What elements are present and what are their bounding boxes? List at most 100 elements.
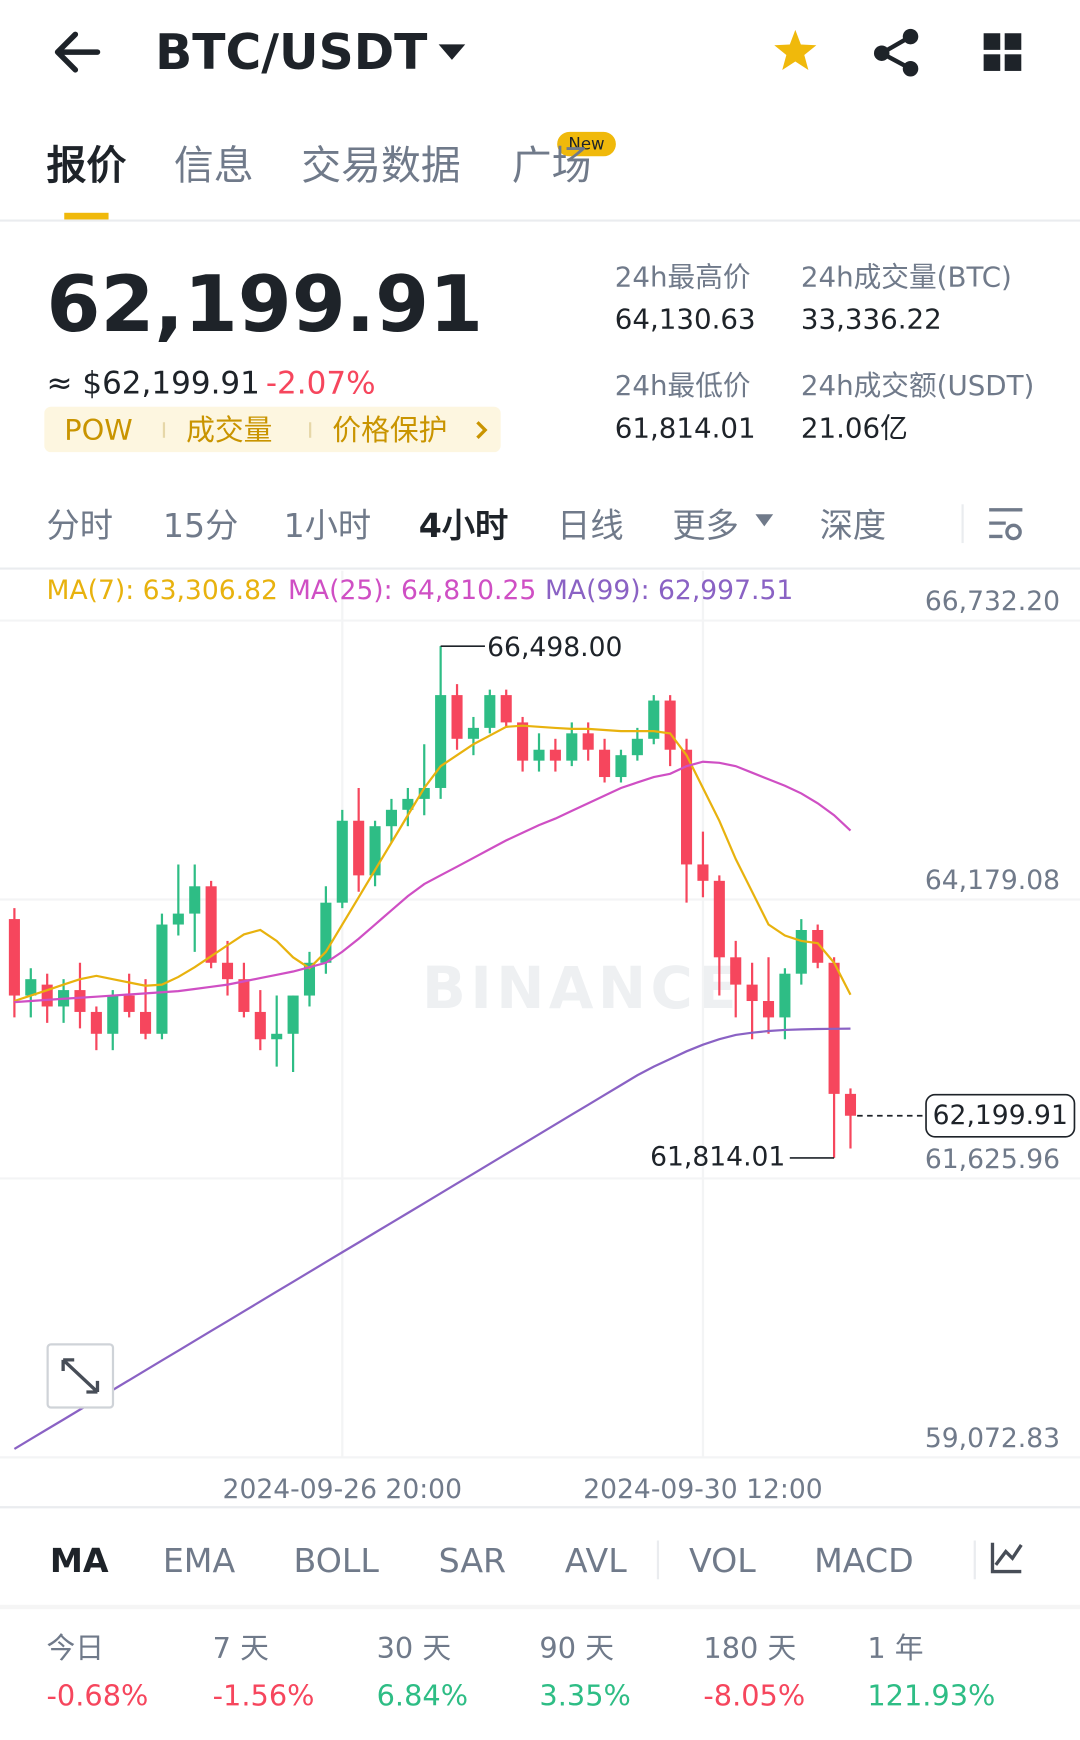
candle-body (779, 973, 791, 1018)
watermark: BINANCE (422, 955, 741, 1022)
grid-cell (1004, 54, 1022, 71)
candle-body (90, 1011, 102, 1034)
performance-value: 121.93% (867, 1679, 995, 1713)
candle-body (844, 1093, 857, 1116)
candle-body (123, 995, 135, 1012)
expand-icon (61, 1358, 100, 1394)
candle-body (385, 809, 397, 827)
candle-body (402, 798, 414, 810)
share-dot (902, 60, 919, 77)
candle-body (156, 924, 168, 1034)
share-button[interactable] (873, 28, 919, 77)
interval-tab[interactable]: 4小时 (419, 506, 509, 545)
back-button[interactable] (54, 31, 101, 73)
interval-tab[interactable]: 15分 (163, 506, 238, 545)
tag[interactable]: 价格保护 (332, 413, 447, 447)
candle-body (287, 995, 299, 1034)
grid-cell (1004, 33, 1022, 50)
y-tick-label: 61,625.96 (925, 1144, 1060, 1175)
indicator-tab[interactable]: MACD (814, 1541, 914, 1580)
grid-menu[interactable] (983, 33, 1022, 71)
candle-body (795, 929, 807, 974)
candle-body (8, 919, 20, 996)
stat-label: 24h最高价 (615, 261, 751, 294)
stat-label: 24h成交量(BTC) (801, 261, 1012, 294)
stat-value: 21.06亿 (801, 411, 908, 444)
candle-body (713, 880, 725, 958)
indicator-tab[interactable]: SAR (439, 1541, 506, 1580)
candle-body (41, 984, 53, 1007)
candle-body (336, 820, 348, 903)
performance-label: 1 年 (867, 1631, 923, 1665)
candle-body (189, 886, 201, 914)
candle-body (500, 695, 512, 723)
candle-body (107, 995, 119, 1034)
performance-label: 30 天 (377, 1631, 452, 1665)
tab[interactable]: 信息 (174, 143, 254, 189)
high-marker: 66,498.00 (487, 632, 622, 663)
candle-body (517, 722, 529, 761)
indicator-tab[interactable]: AVL (565, 1541, 627, 1580)
y-tick-label: 64,179.08 (925, 865, 1060, 896)
candle-body (533, 749, 545, 761)
indicator-tab[interactable]: BOLL (294, 1541, 380, 1580)
x-tick-label: 2024-09-30 12:00 (583, 1474, 822, 1505)
candle-body (549, 749, 561, 761)
candle-body (631, 738, 643, 756)
tag[interactable]: 成交量 (186, 413, 272, 447)
candle-body (762, 1001, 775, 1018)
candle-body (172, 913, 184, 925)
tag[interactable]: POW (64, 413, 132, 447)
stat-value: 64,130.63 (615, 303, 756, 336)
more-dropdown[interactable] (755, 514, 774, 527)
interval-tab[interactable]: 1小时 (284, 506, 372, 545)
candle-body (140, 1011, 152, 1034)
tab[interactable]: 交易数据 (301, 143, 460, 189)
tab[interactable]: 报价 (47, 143, 127, 189)
ma-line (14, 724, 852, 1003)
candle-body (730, 957, 742, 985)
interval-tab[interactable]: 更多 (672, 506, 738, 545)
interval-tab[interactable]: 深度 (820, 506, 886, 545)
last-price: 62,199.91 (47, 260, 484, 350)
ma-legend: MA(25): 64,810.25 (288, 575, 536, 606)
indicator-tab[interactable]: MA (50, 1541, 109, 1580)
favorite-star[interactable] (774, 29, 817, 71)
ma-line (13, 1027, 851, 1450)
indicator-tab[interactable]: EMA (163, 1541, 236, 1580)
performance-label: 90 天 (539, 1631, 614, 1665)
candle-body (681, 749, 693, 865)
candle-body (484, 695, 496, 728)
candle-body (582, 733, 594, 750)
tab[interactable]: 广场 (512, 143, 592, 189)
grid-cell (983, 33, 1001, 50)
settings-lines (989, 508, 1023, 539)
pair-dropdown[interactable] (438, 44, 466, 60)
y-tick-label: 59,072.83 (925, 1423, 1060, 1454)
indicator-tab[interactable]: VOL (689, 1541, 756, 1580)
indicator-settings[interactable] (990, 1542, 1023, 1574)
candle-body (664, 700, 676, 750)
last-price-box (925, 1093, 1076, 1138)
candle-body (467, 727, 479, 739)
new-badge-bg (557, 131, 616, 157)
stat-label: 24h成交额(USDT) (801, 369, 1034, 402)
grid-cell (983, 54, 1001, 71)
tab-underline (64, 212, 109, 220)
stat-label: 24h最低价 (615, 369, 751, 402)
share-dot (902, 28, 919, 45)
interval-tab[interactable]: 分时 (47, 506, 113, 545)
fiat-price: ≈ $62,199.91 (47, 365, 260, 401)
price-change: -2.07% (266, 365, 376, 401)
ma-line (14, 760, 852, 1004)
interval-tab[interactable]: 日线 (557, 506, 623, 545)
settings-gear (1005, 523, 1022, 541)
candle-body (599, 749, 611, 778)
tag-bar (44, 406, 501, 453)
chart-settings[interactable] (989, 508, 1023, 541)
tag-chevron[interactable] (476, 421, 488, 439)
pair-title[interactable]: BTC/USDT (155, 25, 427, 81)
candle-body (74, 990, 86, 1012)
